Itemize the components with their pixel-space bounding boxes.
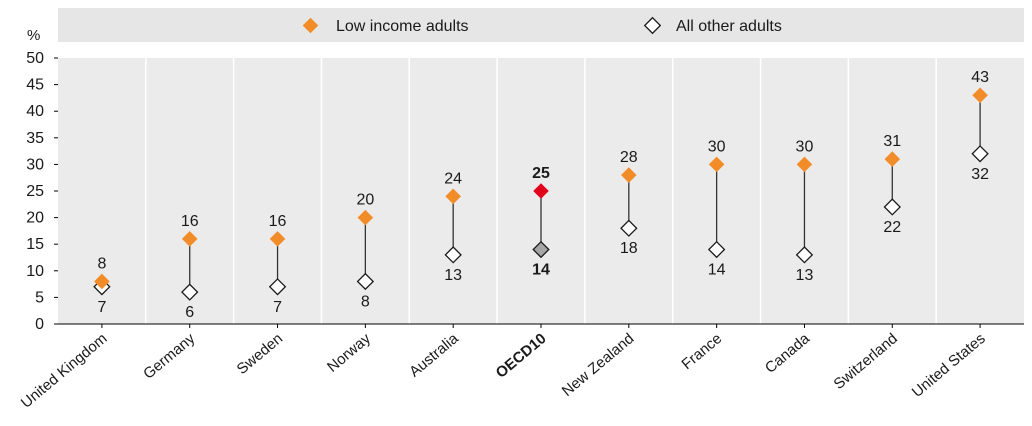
y-tick-label: 5 (35, 289, 44, 306)
y-tick-label: 45 (26, 77, 44, 94)
x-tick-label-canada: Canada (762, 330, 814, 377)
data-label-low-income-france: 30 (708, 138, 726, 155)
plot-marks: 8 7 16 6 16 7 20 8 24 13 25 14 28 18 30 14 30 13 31 22 43 32 (93, 69, 989, 321)
x-tick-label-australia: Australia (406, 330, 462, 381)
data-label-low-income-oecd10: 25 (532, 165, 550, 182)
category-separators (145, 58, 937, 324)
x-tick-label-united-states: United States (909, 330, 989, 401)
y-tick-label: 40 (26, 103, 44, 120)
data-label-low-income-germany: 16 (181, 213, 199, 230)
point-other-adults-oecd10 (532, 240, 550, 259)
data-label-other-adults-united-states: 32 (971, 166, 989, 183)
legend-band (58, 8, 1024, 42)
point-low-income-new-zealand (621, 167, 637, 183)
data-label-low-income-australia: 24 (444, 170, 462, 187)
x-tick-label-oecd10: OECD10 (493, 330, 550, 382)
point-other-adults-new-zealand (620, 219, 638, 237)
data-label-other-adults-oecd10: 14 (532, 262, 550, 279)
data-label-other-adults-switzerland: 22 (883, 219, 901, 236)
y-tick-label: 50 (26, 50, 44, 67)
data-label-other-adults-norway: 8 (361, 293, 370, 310)
legend-label-low-income: Low income adults (336, 18, 469, 35)
legend-item-other-adults: All other adults (643, 16, 782, 35)
data-label-low-income-new-zealand: 28 (620, 149, 638, 166)
point-low-income-sweden (269, 231, 286, 247)
data-label-other-adults-united-kingdom: 7 (97, 299, 106, 316)
x-tick-label-germany: Germany (140, 330, 199, 383)
y-tick-label: 30 (26, 156, 44, 173)
legend-label-other-adults: All other adults (676, 18, 782, 35)
data-label-other-adults-canada: 13 (796, 267, 814, 284)
point-low-income-switzerland (884, 151, 901, 167)
x-axis: United Kingdom Germany Sweden Norway Austral… (18, 324, 989, 412)
point-low-income-canada (796, 156, 813, 173)
data-label-low-income-sweden: 16 (269, 213, 287, 230)
y-axis: 0 5 10 15 20 25 30 35 40 45 50 (26, 50, 58, 333)
point-low-income-australia (445, 188, 461, 205)
data-label-low-income-united-kingdom: 8 (97, 255, 106, 272)
point-low-income-norway (357, 209, 374, 226)
y-tick-label: 15 (26, 236, 44, 253)
point-other-adults-france (707, 240, 726, 259)
data-label-low-income-switzerland: 31 (883, 133, 901, 150)
data-label-other-adults-germany: 6 (185, 304, 194, 321)
x-tick-label-new-zealand: New Zealand (559, 330, 638, 400)
x-tick-label-united-kingdom: United Kingdom (18, 330, 111, 412)
data-label-low-income-canada: 30 (796, 138, 814, 155)
data-label-low-income-norway: 20 (356, 192, 374, 209)
y-axis-unit: % (27, 27, 40, 44)
point-other-adults-united-states (971, 145, 989, 163)
point-other-adults-switzerland (883, 198, 901, 216)
y-tick-label: 10 (26, 263, 44, 280)
data-label-low-income-united-states: 43 (971, 69, 989, 86)
data-label-other-adults-sweden: 7 (273, 299, 282, 316)
point-other-adults-sweden (268, 278, 287, 296)
data-label-other-adults-australia: 13 (444, 267, 462, 284)
point-other-adults-australia (444, 246, 462, 264)
point-other-adults-germany (181, 283, 199, 301)
y-tick-label: 25 (26, 183, 44, 200)
data-label-other-adults-new-zealand: 18 (620, 240, 638, 257)
x-tick-label-norway: Norway (324, 330, 374, 376)
legend-marker-other-adults (643, 16, 662, 35)
y-tick-label: 0 (35, 316, 44, 333)
y-tick-label: 35 (26, 130, 44, 147)
x-tick-label-france: France (679, 330, 726, 373)
point-low-income-oecd10 (533, 183, 549, 199)
data-label-other-adults-france: 14 (708, 262, 726, 279)
point-other-adults-norway (356, 272, 375, 291)
x-tick-label-switzerland: Switzerland (831, 330, 901, 393)
point-low-income-germany (181, 231, 198, 247)
x-tick-label-sweden: Sweden (234, 330, 286, 378)
point-low-income-france (708, 156, 725, 173)
point-other-adults-canada (795, 246, 814, 264)
y-tick-label: 20 (26, 210, 44, 227)
